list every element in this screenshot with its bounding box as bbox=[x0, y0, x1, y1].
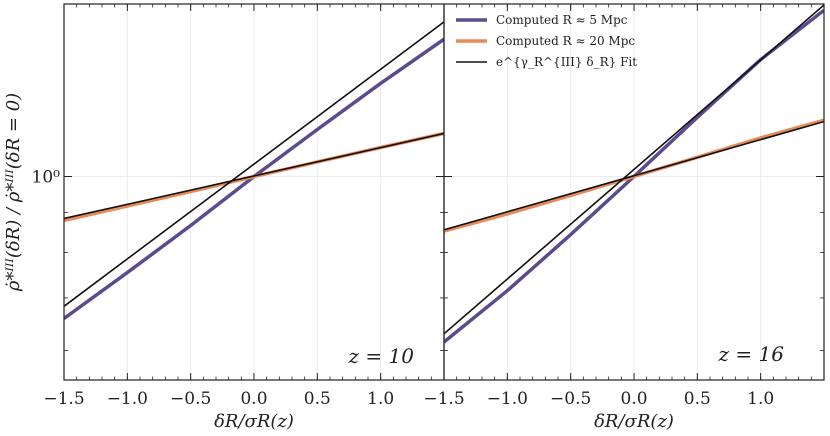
series-fit-r-20-mpc-z16 bbox=[444, 120, 824, 231]
x-tick-label: 1.0 bbox=[747, 389, 774, 409]
x-tick-label: −1.5 bbox=[43, 389, 84, 409]
x-tick-label: 0.5 bbox=[304, 389, 331, 409]
x-tick-label: −1.0 bbox=[107, 389, 148, 409]
legend: Computed R ≈ 5 Mpc Computed R ≈ 20 Mpc e… bbox=[456, 13, 637, 69]
x-tick-label: 0.5 bbox=[684, 389, 711, 409]
legend-label-fit: e^{γ_R^{III} δ_R} Fit bbox=[496, 55, 637, 69]
x-tick-label: −1.0 bbox=[487, 389, 528, 409]
x-tick-label: −1.5 bbox=[423, 389, 464, 409]
series-fit-r-5-mpc-z10 bbox=[64, 21, 444, 307]
x-tick-label: 1.0 bbox=[367, 389, 394, 409]
legend-label-5mpc: Computed R ≈ 5 Mpc bbox=[496, 13, 628, 27]
x-axis-label-left: δR/σR(z) bbox=[214, 411, 294, 432]
panel-annotation-z10: z = 10 bbox=[348, 344, 415, 368]
x-tick-label: 0.0 bbox=[620, 389, 647, 409]
x-axis-label-right: δR/σR(z) bbox=[594, 411, 674, 432]
x-tick-label: 0.0 bbox=[240, 389, 267, 409]
legend-label-20mpc: Computed R ≈ 20 Mpc bbox=[496, 34, 635, 48]
series-fit-r-5-mpc-z16 bbox=[444, 4, 824, 335]
series-fit-r-20-mpc-z10 bbox=[64, 132, 444, 220]
y-axis-label: ρ̇*ᴵᴵᴵ(δR) / ρ̇*ᴵᴵᴵ(δR = 0) bbox=[3, 93, 24, 292]
panel-annotation-z16: z = 16 bbox=[718, 342, 785, 366]
y-tick-label: 10⁰ bbox=[32, 168, 61, 188]
x-tick-label: −0.5 bbox=[550, 389, 591, 409]
panel-z16: −1.5 −1.0 −0.5 0.0 0.5 1.0 z = 16 δR/σR(z) bbox=[423, 3, 825, 432]
panel-z10: −1.5 −1.0 −0.5 0.0 0.5 1.0 10⁰ z = 10 δR/σR(z) bbox=[32, 3, 445, 432]
x-tick-label: −0.5 bbox=[170, 389, 211, 409]
